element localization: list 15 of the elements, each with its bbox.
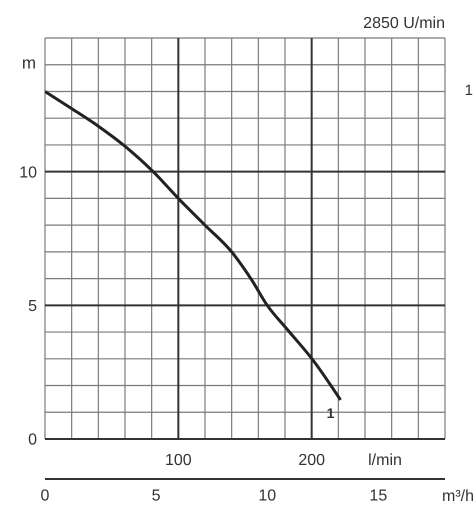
x-tick-label: 15 <box>369 487 388 504</box>
y-tick-label: 10 <box>19 164 38 182</box>
text: 1 <box>464 82 473 99</box>
x-tick-label: 5 <box>152 487 161 504</box>
x2-tick-label: 100 <box>164 452 192 469</box>
line-series <box>45 90 342 402</box>
y-tick-label: 0 <box>28 432 38 449</box>
y-tick-label: 5 <box>28 298 38 316</box>
x2-tick-label: 200 <box>298 452 326 469</box>
x-axis-title: m³/h <box>442 488 474 505</box>
y-axis-title: m <box>22 54 36 73</box>
x-tick-label: 0 <box>40 487 50 504</box>
x-tick-label: 10 <box>258 487 276 504</box>
chart-title: 2850 U/min <box>363 15 445 32</box>
x2-axis-title: l/min <box>368 452 402 469</box>
